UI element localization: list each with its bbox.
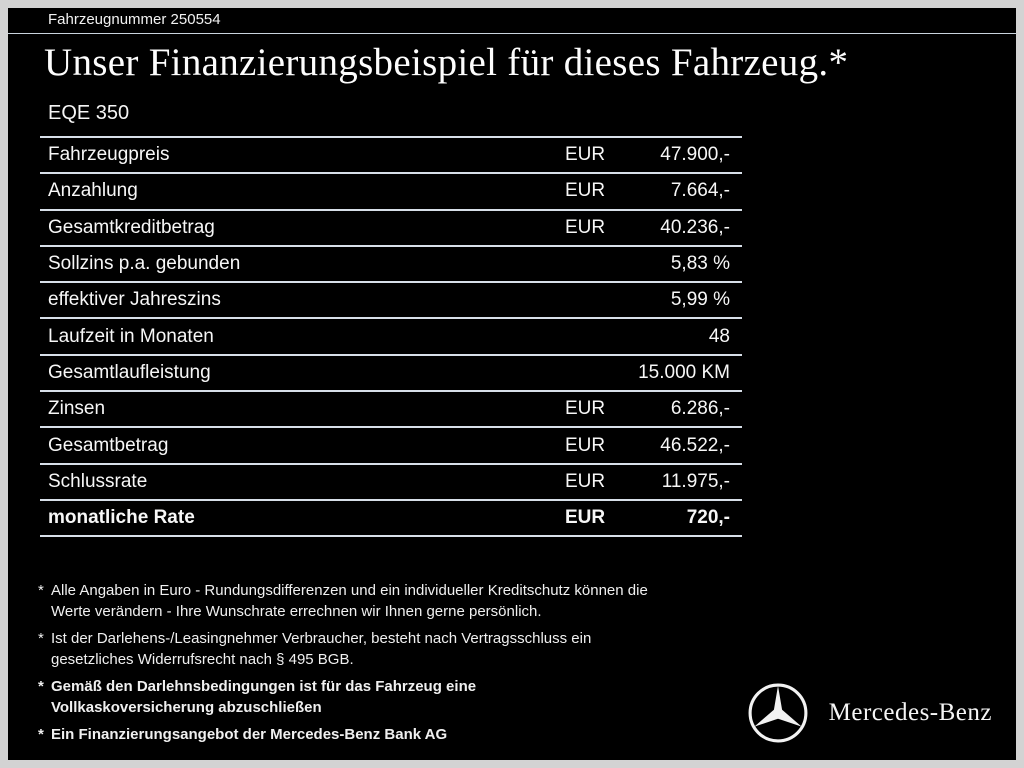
vehicle-number-bar: Fahrzeugnummer 250554 [8,8,1016,34]
row-label: Zinsen [48,398,106,420]
table-row: Gesamtbetrag EUR 46.522,- [40,428,742,465]
row-label: Schlussrate [48,470,148,492]
row-currency: EUR [565,180,606,202]
table-row: Schlussrate EUR 11.975,- [40,465,742,501]
table-row: Zinsen EUR 6.286,- [40,392,742,429]
row-currency: EUR [565,216,606,238]
row-label: Gesamtkreditbetrag [48,216,215,238]
row-value: 40.236,- [660,216,730,238]
row-value: 48 [708,325,730,347]
row-currency: EUR [565,470,606,492]
table-row: Fahrzeugpreis EUR 47.900,- [40,138,742,175]
row-currency: EUR [565,144,606,166]
row-label: effektiver Jahreszins [48,289,221,311]
footnote: * Ist der Darlehens-/Leasingnehmer Verbr… [38,628,762,670]
footnote-text: Alle Angaben in Euro - Rundungsdifferenz… [51,582,648,620]
brand-wordmark: Mercedes-Benz [828,699,992,726]
table-row: Sollzins p.a. gebunden 5,83 % [40,247,742,284]
footnote-marker: * [38,678,44,695]
row-value: 5,99 % [670,289,730,311]
footnote-marker: * [38,726,44,743]
row-label: Laufzeit in Monaten [48,325,214,347]
footnote: * Ein Finanzierungsangebot der Mercedes-… [38,724,762,745]
row-value: 5,83 % [670,253,730,275]
row-value: 47.900,- [660,144,730,166]
table-row-monthly-rate: monatliche Rate EUR 720,- [40,501,742,538]
vehicle-model: EQE 350 [48,102,130,124]
row-value: 15.000 KM [638,361,730,383]
row-currency: EUR [565,434,606,456]
row-label: Gesamtbetrag [48,434,169,456]
brand-area: Mercedes-Benz [747,682,992,744]
table-row: Anzahlung EUR 7.664,- [40,174,742,211]
footnote-marker: * [38,582,44,599]
row-label: monatliche Rate [48,507,195,529]
row-label: Anzahlung [48,180,138,202]
footnote: * Gemäß den Darlehnsbedingungen ist für … [38,676,762,718]
table-row: effektiver Jahreszins 5,99 % [40,283,742,320]
financing-sheet: Fahrzeugnummer 250554 Unser Finanzierung… [8,8,1016,760]
row-value: 6.286,- [670,398,730,420]
row-label: Sollzins p.a. gebunden [48,253,241,275]
footnote: * Alle Angaben in Euro - Rundungsdiffere… [38,580,762,622]
mercedes-star-icon [747,682,809,744]
footnote-text: Gemäß den Darlehnsbedingungen ist für da… [51,678,477,716]
page-title: Unser Finanzierungsbeispiel für dieses F… [44,41,849,84]
footnote-text: Ist der Darlehens-/Leasingnehmer Verbrau… [51,630,592,668]
table-row: Gesamtlaufleistung 15.000 KM [40,356,742,393]
row-value: 7.664,- [670,180,730,202]
row-value: 720,- [686,507,730,529]
row-value: 46.522,- [660,434,730,456]
row-currency: EUR [565,507,606,529]
row-label: Fahrzeugpreis [48,144,170,166]
table-row: Laufzeit in Monaten 48 [40,319,742,356]
financing-table: Fahrzeugpreis EUR 47.900,- Anzahlung EUR… [40,136,742,538]
footnote-marker: * [38,630,44,647]
row-value: 11.975,- [661,470,730,492]
footnote-text: Ein Finanzierungsangebot der Mercedes-Be… [51,726,448,743]
vehicle-number: Fahrzeugnummer 250554 [48,11,221,28]
footnotes: * Alle Angaben in Euro - Rundungsdiffere… [38,580,762,751]
table-row: Gesamtkreditbetrag EUR 40.236,- [40,211,742,247]
row-currency: EUR [565,398,606,420]
row-label: Gesamtlaufleistung [48,361,211,383]
